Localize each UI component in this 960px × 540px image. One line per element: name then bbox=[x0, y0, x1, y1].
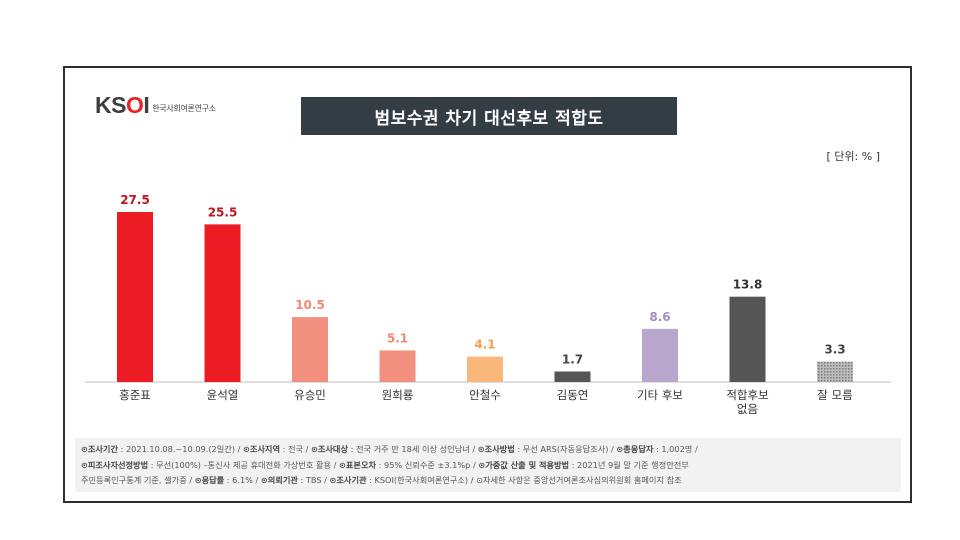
footnote-key: ⊙응답률 bbox=[194, 475, 225, 485]
category-label-4: 원희룡 bbox=[382, 388, 414, 402]
footnote-key: ⊙의뢰기관 bbox=[260, 475, 298, 485]
bar-6 bbox=[554, 371, 591, 382]
logo-subtitle: 한국사회여론연구소 bbox=[152, 104, 216, 113]
bar-8 bbox=[729, 296, 766, 382]
ksoi-logo: KSOI 한국사회여론연구소 bbox=[95, 94, 216, 117]
footnote-value: : 2021.10.08.~10.09.(2일간) / bbox=[118, 444, 243, 454]
logo-letter-o: O bbox=[125, 92, 144, 118]
logo-wordmark: KSOI bbox=[95, 92, 150, 118]
footnote-key: ⊙가중값 산출 및 적용방법 bbox=[478, 459, 570, 470]
footnote-key: ⊙조사방법 bbox=[477, 444, 515, 454]
bar-5 bbox=[467, 356, 503, 382]
footnote-value: 주민등록인구통계 기준, 셀가중 / bbox=[81, 475, 195, 485]
bar-4 bbox=[379, 350, 416, 382]
footnote-value: : 무선(100%) –통신사 제공 휴대전화 가상번호 활용 / bbox=[148, 459, 340, 470]
footnote-value: : TBS / bbox=[297, 475, 330, 485]
footnote-key: ⊙조사기관 bbox=[329, 475, 367, 485]
value-label-7: 8.6 bbox=[649, 310, 670, 324]
bar-1 bbox=[117, 212, 153, 382]
bar-7 bbox=[642, 328, 678, 382]
footnote-key: ⊙조사대상 bbox=[310, 444, 348, 454]
bar-9 bbox=[817, 361, 853, 382]
footnote-value: ⊙자세한 사항은 중앙선거여론조사심의위원회 홈페이지 참조 bbox=[476, 475, 682, 485]
survey-footnote: ⊙조사기간 : 2021.10.08.~10.09.(2일간) / ⊙조사지역 … bbox=[75, 438, 901, 492]
footnote-value: : 1,002명 / bbox=[653, 444, 698, 454]
footnote-line-2: ⊙피조사자선정방법 : 무선(100%) –통신사 제공 휴대전화 가상번호 활… bbox=[81, 458, 895, 474]
footnote-key: ⊙표본오차 bbox=[339, 459, 377, 470]
bar-chart: 27.5 홍준표 25.5 윤석열 10.5 유승민 5.1 원희룡 4.1 안철수 1.7 김동연 8… bbox=[85, 193, 891, 416]
bar-3 bbox=[292, 317, 328, 382]
chart-title: 범보수권 차기 대선후보 적합도 bbox=[301, 97, 677, 135]
category-label-2: 윤석열 bbox=[207, 388, 239, 402]
value-label-6: 1.7 bbox=[562, 352, 583, 366]
logo-letter-s: S bbox=[111, 92, 126, 118]
category-label-1: 홍준표 bbox=[119, 388, 151, 402]
category-label-8: 없음 bbox=[737, 402, 758, 416]
bar-2 bbox=[204, 224, 241, 382]
footnote-value: : 95% 신뢰수준 ±3.1%p / bbox=[376, 459, 479, 470]
footnote-line-3: 주민등록인구통계 기준, 셀가중 / ⊙응답률 : 6.1% / ⊙의뢰기관 :… bbox=[81, 473, 895, 489]
value-label-5: 4.1 bbox=[474, 338, 495, 352]
value-label-2: 25.5 bbox=[208, 205, 238, 219]
footnote-key: ⊙조사기간 bbox=[81, 444, 118, 454]
logo-letter-i: I bbox=[143, 92, 150, 118]
value-label-3: 10.5 bbox=[295, 298, 325, 312]
logo-letter-k: K bbox=[95, 92, 112, 118]
footnote-line-1: ⊙조사기간 : 2021.10.08.~10.09.(2일간) / ⊙조사지역 … bbox=[81, 442, 895, 458]
footnote-value: : 무선 ARS(자동응답조사) / bbox=[514, 444, 617, 454]
category-label-7: 기타 후보 bbox=[637, 388, 683, 402]
value-label-8: 13.8 bbox=[733, 278, 763, 292]
footnote-key: ⊙조사지역 bbox=[242, 444, 280, 454]
category-label-3: 유승민 bbox=[294, 388, 326, 402]
unit-label: [ 단위: % ] bbox=[826, 150, 880, 163]
footnote-value: : KSOI(한국사회여론연구소) / bbox=[366, 475, 477, 485]
chart-frame: KSOI 한국사회여론연구소 범보수권 차기 대선후보 적합도 [ 단위: % … bbox=[63, 66, 912, 503]
category-label-6: 김동연 bbox=[557, 388, 589, 402]
value-label-4: 5.1 bbox=[387, 331, 408, 345]
footnote-value: : 2021년 9월 말 기준 행정안전부 bbox=[569, 459, 689, 470]
footnote-key: ⊙피조사자선정방법 bbox=[81, 459, 149, 470]
category-label-9: 잘 모름 bbox=[817, 388, 852, 402]
footnote-key: ⊙총응답자 bbox=[616, 444, 654, 454]
footnote-value: : 전국 거주 만 18세 이상 성인남녀 / bbox=[347, 444, 478, 454]
category-label-5: 안철수 bbox=[469, 388, 501, 402]
category-label-8: 적합후보 bbox=[726, 388, 768, 402]
footnote-value: : 전국 / bbox=[279, 444, 311, 454]
value-label-9: 3.3 bbox=[824, 343, 845, 357]
value-label-1: 27.5 bbox=[120, 193, 150, 207]
footnote-value: : 6.1% / bbox=[224, 475, 261, 485]
